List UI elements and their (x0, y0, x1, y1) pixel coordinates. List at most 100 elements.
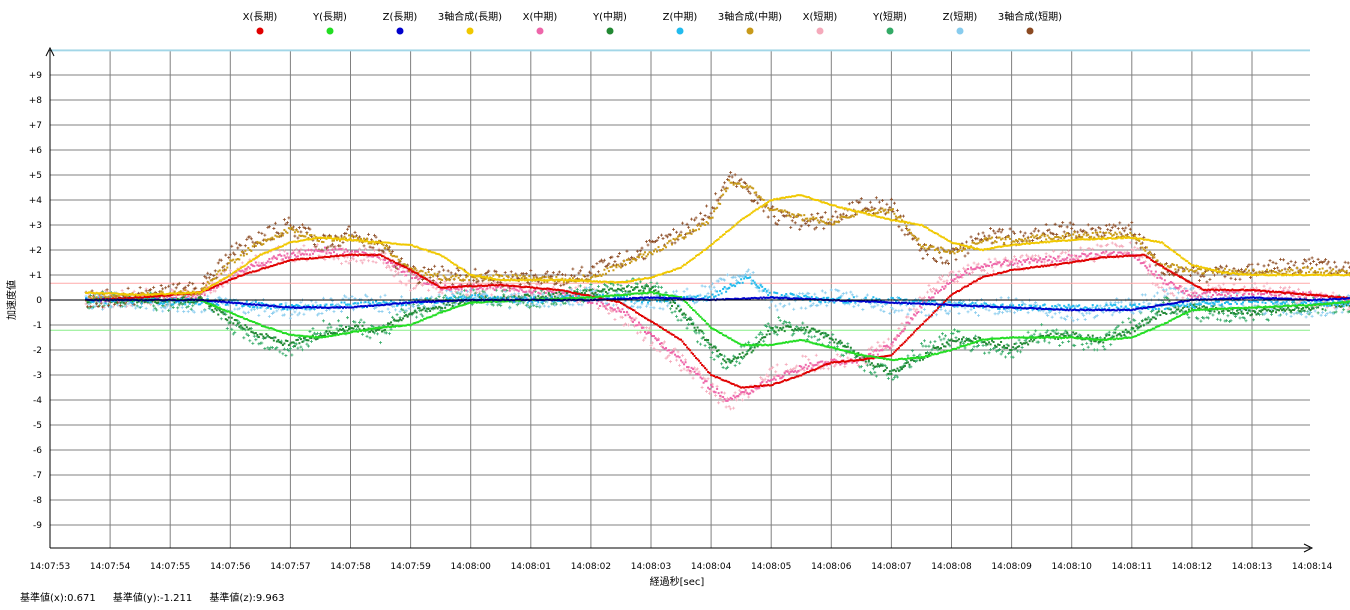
data-point (1022, 234, 1026, 238)
data-point (403, 270, 406, 273)
data-point (1019, 261, 1022, 264)
data-point (856, 201, 860, 205)
data-point (336, 319, 340, 323)
data-point (379, 258, 383, 262)
data-point (974, 311, 978, 315)
data-point (1273, 267, 1277, 271)
data-point (1037, 340, 1041, 344)
data-point (1206, 283, 1210, 287)
data-point (906, 315, 910, 319)
data-point (619, 284, 623, 288)
data-point (449, 271, 453, 275)
data-point (1215, 317, 1219, 321)
data-point (457, 268, 461, 272)
data-point (1157, 274, 1160, 277)
data-point (601, 302, 604, 305)
legend-marker (886, 27, 894, 35)
data-point (312, 243, 316, 247)
data-point (577, 303, 581, 307)
data-point (344, 231, 348, 235)
data-point (395, 272, 399, 276)
data-point (144, 306, 148, 310)
data-point (574, 286, 578, 290)
data-point (977, 232, 981, 236)
data-point (726, 396, 730, 400)
data-point (1085, 341, 1089, 345)
data-point (307, 249, 310, 252)
data-point (710, 383, 713, 386)
data-point (933, 292, 936, 295)
data-point (1265, 281, 1269, 285)
data-point (192, 310, 196, 314)
data-point (1079, 228, 1083, 232)
data-point (897, 309, 901, 313)
data-point (186, 310, 190, 314)
data-point (1195, 292, 1198, 295)
data-point (343, 329, 346, 332)
data-point (679, 368, 683, 372)
data-point (802, 332, 806, 336)
data-point (1283, 286, 1287, 290)
data-point (754, 193, 758, 197)
data-point (415, 311, 418, 314)
data-point (646, 243, 650, 247)
data-point (234, 324, 238, 328)
data-point (922, 307, 926, 311)
data-point (1218, 264, 1222, 268)
data-point (717, 279, 721, 283)
data-point (290, 353, 294, 357)
data-point (551, 302, 555, 306)
data-point (1307, 257, 1311, 261)
data-point (362, 244, 366, 248)
data-point (402, 317, 405, 320)
data-point (974, 334, 978, 338)
data-point (1017, 338, 1021, 342)
data-point (1325, 312, 1329, 316)
data-point (1321, 310, 1325, 314)
data-point (180, 302, 184, 306)
data-point (1279, 293, 1282, 296)
data-point (727, 175, 731, 179)
data-point (1032, 229, 1036, 233)
data-point (657, 236, 661, 240)
data-point (844, 291, 848, 295)
data-point (1116, 227, 1120, 231)
data-point (186, 304, 190, 308)
data-point (427, 307, 430, 310)
data-point (1267, 318, 1271, 322)
data-point (174, 286, 178, 290)
data-point (314, 245, 318, 249)
data-point (297, 226, 301, 230)
data-point (936, 348, 940, 352)
data-point (469, 291, 473, 295)
data-point (1049, 255, 1052, 258)
data-point (1095, 348, 1099, 352)
data-point (1282, 287, 1286, 291)
data-point (244, 324, 247, 327)
data-point (765, 381, 768, 384)
data-point (892, 201, 896, 205)
data-point (282, 218, 286, 222)
data-point (834, 210, 838, 214)
data-point (281, 258, 284, 261)
data-point (946, 274, 950, 278)
data-point (1316, 257, 1320, 261)
data-point (267, 315, 271, 319)
data-point (332, 310, 336, 314)
data-point (924, 344, 928, 348)
data-point (1127, 223, 1131, 227)
data-point (874, 196, 878, 200)
data-point (1055, 328, 1059, 332)
data-point (1218, 318, 1222, 322)
data-point (1106, 227, 1110, 231)
data-point (942, 337, 946, 341)
data-point (716, 387, 719, 390)
data-point (395, 313, 399, 317)
data-point (1163, 279, 1166, 282)
data-point (1148, 265, 1151, 268)
data-point (404, 283, 408, 287)
data-point (233, 307, 237, 311)
data-point (1211, 293, 1214, 296)
data-point (925, 253, 929, 257)
data-point (652, 346, 656, 350)
